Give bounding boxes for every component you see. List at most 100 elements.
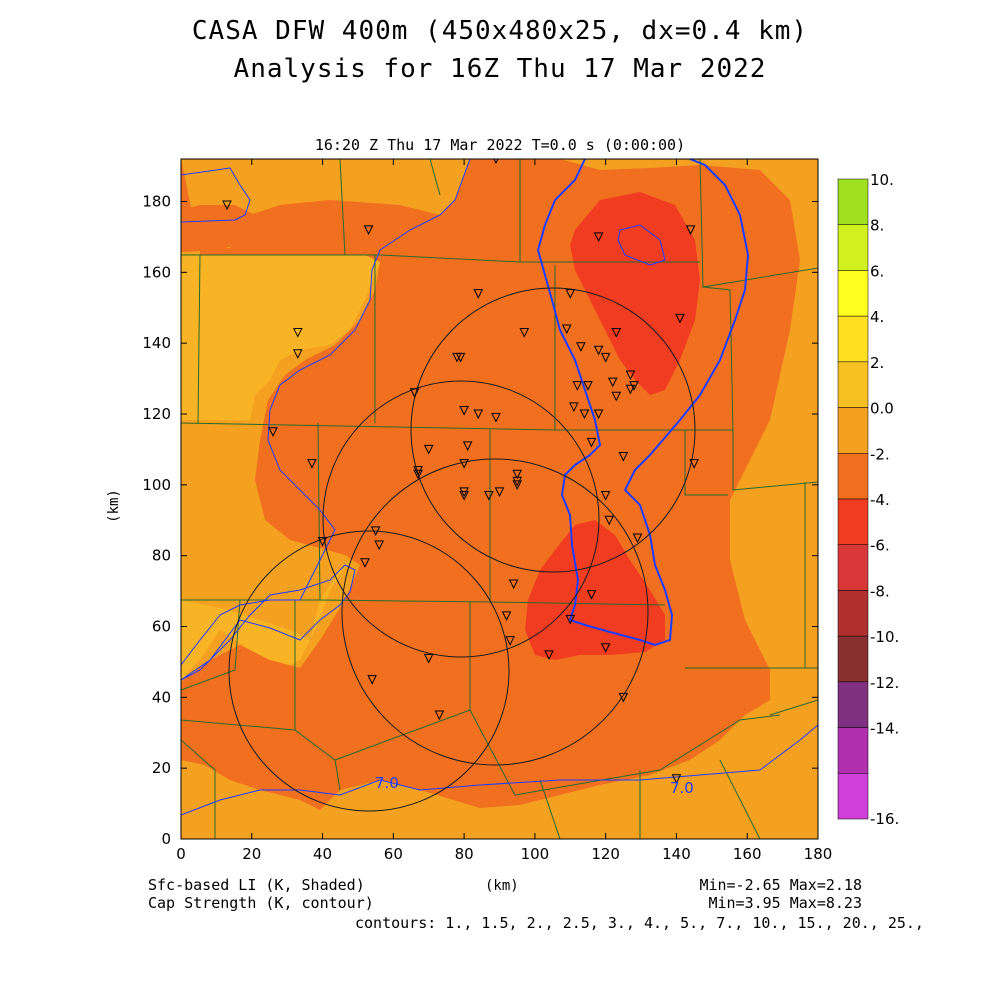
colorbar-label: -6. xyxy=(870,537,890,555)
radar-ring-2 xyxy=(322,380,600,658)
station-marker xyxy=(632,533,643,544)
contour-range-label: Min=3.95 Max=8.23 xyxy=(708,894,862,912)
station-marker xyxy=(367,675,377,685)
colorbar-label: -12. xyxy=(870,674,899,692)
station-marker xyxy=(494,487,505,498)
li-shade-topleft-blob xyxy=(181,205,255,252)
station-marker xyxy=(618,692,629,703)
station-marker xyxy=(473,409,484,420)
li-shade-2-to-4-west xyxy=(181,255,380,420)
colorbar-swatch xyxy=(837,178,869,225)
y-tick-label: 0 xyxy=(161,830,171,848)
station-marker xyxy=(544,650,554,660)
chart-title-line1: CASA DFW 400m (450x480x25, dx=0.4 km) xyxy=(191,16,809,46)
colorbar-swatch xyxy=(837,224,869,271)
colorbar-swatch xyxy=(837,361,869,408)
station-marker xyxy=(671,774,682,784)
station-marker xyxy=(360,558,370,568)
station-marker xyxy=(409,388,420,398)
x-tick-label: 160 xyxy=(733,845,762,863)
colorbar-label: -2. xyxy=(870,445,890,463)
radar-ring-3 xyxy=(341,458,649,766)
station-marker xyxy=(675,313,685,324)
shaded-range-label: Min=-2.65 Max=2.18 xyxy=(699,876,862,894)
x-tick-label: 100 xyxy=(521,845,550,863)
x-tick-label: 0 xyxy=(176,845,186,863)
station-marker xyxy=(459,459,469,469)
colorbar-label: 4. xyxy=(870,308,884,326)
contour-field-label: Cap Strength (K, contour) xyxy=(148,894,374,912)
colorbar-swatch xyxy=(837,453,869,500)
colorbar-label: -10. xyxy=(870,628,899,646)
station-marker xyxy=(569,402,579,413)
y-tick-label: 20 xyxy=(152,759,171,777)
station-marker xyxy=(462,441,473,451)
x-tick-label: 40 xyxy=(313,845,332,863)
colorbar-label: 2. xyxy=(870,354,884,372)
station-marker xyxy=(268,427,278,437)
cap-strength-contours xyxy=(181,159,818,816)
station-marker xyxy=(455,352,466,363)
station-marker xyxy=(593,345,604,356)
contour-label-2: 7.0 xyxy=(670,779,694,797)
station-marker xyxy=(370,526,381,536)
station-marker xyxy=(413,469,423,480)
station-marker xyxy=(484,490,494,501)
y-tick-label: 40 xyxy=(152,688,171,706)
station-marker xyxy=(611,391,622,402)
y-tick-label: 120 xyxy=(142,405,171,423)
x-tick-label: 20 xyxy=(242,845,261,863)
y-tick-label: 180 xyxy=(142,193,171,211)
colorbar-label: 8. xyxy=(870,217,884,235)
colorbar-swatch xyxy=(837,590,869,637)
station-marker xyxy=(565,614,576,625)
county-boundaries xyxy=(181,159,818,839)
radar-range-rings xyxy=(228,287,696,812)
station-marker xyxy=(593,409,604,420)
station-marker xyxy=(501,611,512,621)
station-marker xyxy=(625,370,636,381)
axes: 0 20 40 60 80 100 120 140 160 180 0 20 40 60 80 100 120 1… xyxy=(142,159,832,863)
station-marker xyxy=(491,413,501,423)
station-marker xyxy=(512,480,523,490)
station-marker xyxy=(600,643,611,653)
station-marker xyxy=(459,405,469,416)
colorbar-swatch xyxy=(837,635,869,683)
station-marker xyxy=(292,349,303,359)
x-tick-label: 180 xyxy=(804,845,833,863)
station-marker xyxy=(586,590,597,600)
y-tick-label: 140 xyxy=(142,334,171,352)
colorbar-swatch xyxy=(837,773,869,820)
station-marker xyxy=(685,225,696,235)
contour-label-1: 7.0 xyxy=(375,774,399,792)
station-marker xyxy=(572,381,583,391)
y-tick-label: 60 xyxy=(152,618,171,636)
station-marker xyxy=(583,381,593,391)
station-marker xyxy=(593,232,604,243)
station-marker xyxy=(625,384,636,395)
map-plot-area: 7.0 7.0 xyxy=(181,159,818,839)
colorbar-swatch xyxy=(837,727,869,774)
station-marker xyxy=(618,452,629,462)
station-marker xyxy=(611,328,622,338)
station-marker xyxy=(586,437,597,448)
x-tick-label: 140 xyxy=(662,845,691,863)
colorbar-swatch xyxy=(837,544,869,591)
station-marker xyxy=(519,328,530,338)
plot-frame xyxy=(180,158,819,840)
station-marker xyxy=(222,200,232,211)
station-marker xyxy=(579,409,590,420)
station-markers xyxy=(222,159,699,784)
li-shade-2-to-4-sw xyxy=(181,560,350,680)
station-marker xyxy=(561,324,572,335)
colorbar-swatch xyxy=(837,407,869,454)
radar-ring-1 xyxy=(410,287,696,573)
station-marker xyxy=(292,328,303,338)
station-marker xyxy=(629,381,639,391)
radar-ring-4 xyxy=(228,530,510,812)
station-marker xyxy=(600,352,611,363)
x-tick-label: 80 xyxy=(455,845,474,863)
station-marker xyxy=(307,459,317,469)
colorbar: 10. 8. 6. 4. 2. 0.0 -2. -4. -6. -8. -10. -12. -14. -1… xyxy=(837,171,899,828)
